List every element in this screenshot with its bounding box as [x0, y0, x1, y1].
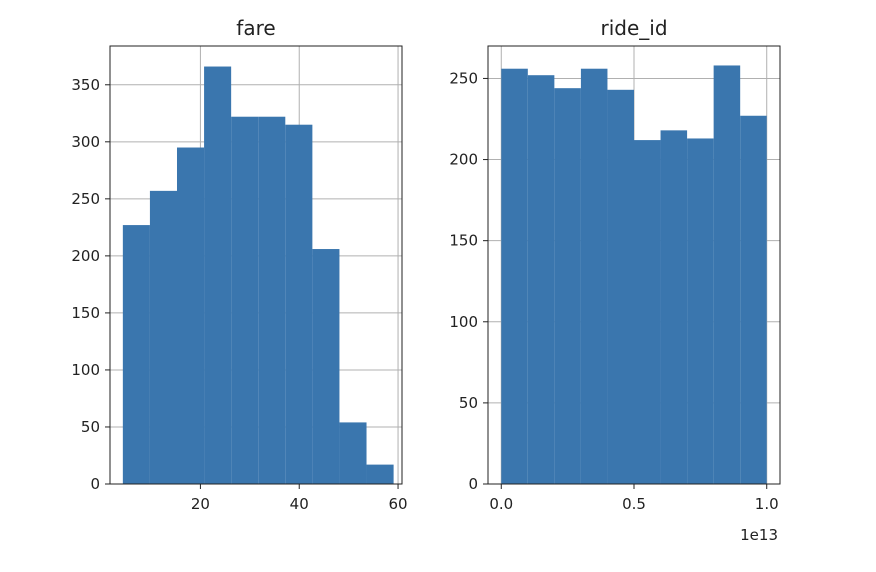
fare-bar-9 — [366, 464, 394, 484]
ride-id-bar-7 — [687, 138, 714, 484]
ride-id-bar-3 — [580, 68, 608, 484]
fare-histogram-panel: 20 40 60 0 50 100 150 200 250 300 350 fare — [71, 16, 407, 513]
fare-bar-7 — [312, 249, 340, 484]
ride-id-bar-9 — [740, 115, 767, 484]
fare-ytick-label-0: 0 — [90, 475, 100, 493]
ride-id-bars — [501, 65, 767, 485]
ride-id-ytick-label-4: 200 — [449, 151, 478, 169]
fare-bar-1 — [149, 190, 177, 484]
fare-ytick-label-6: 300 — [71, 133, 100, 151]
ride-id-bar-1 — [527, 75, 555, 484]
fare-bar-5 — [258, 116, 286, 484]
fare-bar-4 — [231, 116, 259, 484]
fare-ytick-label-3: 150 — [71, 304, 100, 322]
ride-id-xtick-label-0: 0.0 — [489, 495, 513, 513]
fare-ytick-label-7: 350 — [71, 76, 100, 94]
ride-id-ytick-label-1: 50 — [459, 394, 478, 412]
ride-id-ytick-label-5: 250 — [449, 69, 478, 87]
fare-ytick-label-5: 250 — [71, 190, 100, 208]
ride-id-xtick-label-2: 1.0 — [755, 495, 779, 513]
ride-id-ytick-label-3: 150 — [449, 232, 478, 250]
fare-ytick-label-2: 100 — [71, 361, 100, 379]
fare-bar-8 — [339, 422, 367, 484]
ride-id-ytick-label-2: 100 — [449, 313, 478, 331]
ride-id-bar-0 — [501, 68, 528, 484]
fare-ytick-label-1: 50 — [81, 418, 100, 436]
ride-id-histogram-panel: 0.0 0.5 1.0 0 50 100 150 200 250 ride_id 1e13 — [449, 16, 781, 544]
ride-id-bar-6 — [660, 130, 688, 484]
ride-id-ytick-label-0: 0 — [468, 475, 478, 493]
ride-id-bar-4 — [607, 89, 634, 485]
ride-id-title: ride_id — [600, 16, 667, 40]
fare-ytick-label-4: 200 — [71, 247, 100, 265]
fare-bar-3 — [204, 66, 232, 484]
ride-id-bar-2 — [554, 88, 581, 484]
fare-bar-6 — [285, 124, 313, 484]
fare-xtick-label-0: 20 — [191, 495, 210, 513]
ride-id-ticks: 0.0 0.5 1.0 0 50 100 150 200 250 — [449, 69, 778, 513]
fare-bar-2 — [176, 147, 205, 484]
ride-id-xtick-label-1: 0.5 — [622, 495, 646, 513]
fare-xtick-label-2: 60 — [389, 495, 408, 513]
fare-xtick-label-1: 40 — [290, 495, 309, 513]
fare-axes-frame — [109, 45, 403, 485]
ride-id-offset-label: 1e13 — [740, 526, 778, 544]
fare-ticks: 20 40 60 0 50 100 150 200 250 300 350 — [71, 76, 407, 513]
fare-bar-0 — [122, 225, 150, 484]
fare-bars — [122, 66, 394, 484]
ride-id-bar-5 — [634, 140, 661, 485]
ride-id-bar-8 — [713, 65, 741, 484]
fare-title: fare — [236, 16, 275, 40]
